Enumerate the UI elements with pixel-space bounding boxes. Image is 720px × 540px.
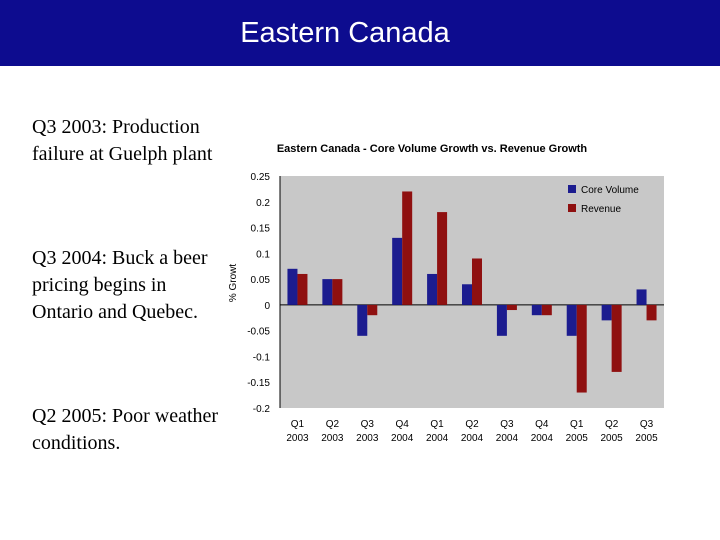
legend: Core Volume Revenue: [568, 185, 639, 215]
note-q3-2003: Q3 2003: Production failure at Guelph pl…: [32, 116, 213, 165]
core-volume-bar: [357, 304, 368, 336]
x-tick-year: 2004: [391, 433, 414, 444]
x-tick-quarter: Q1: [570, 419, 584, 430]
x-tick-quarter: Q4: [396, 419, 410, 430]
x-tick-quarter: Q3: [640, 419, 654, 430]
core-volume-bar: [601, 304, 612, 321]
revenue-bar: [646, 304, 657, 321]
y-tick-label: 0.1: [256, 249, 270, 260]
chart-title: Eastern Canada - Core Volume Growth vs. …: [277, 143, 588, 155]
core-volume-bar: [392, 237, 403, 305]
x-tick-year: 2005: [635, 433, 658, 444]
y-tick-label: -0.2: [253, 404, 271, 415]
y-tick-label: -0.05: [247, 327, 270, 338]
revenue-bar: [611, 304, 622, 372]
x-tick-quarter: Q2: [605, 419, 619, 430]
note-q3-2004: Q3 2004: Buck a beer pricing begins in O…: [32, 247, 208, 323]
y-tick-label: -0.1: [253, 352, 271, 363]
revenue-bar: [367, 304, 378, 316]
revenue-bar: [297, 273, 308, 305]
revenue-bar: [402, 191, 413, 305]
y-tick-label: 0: [264, 301, 270, 312]
legend-swatch-core-volume: [568, 185, 576, 193]
y-tick-label: 0.05: [251, 275, 271, 286]
core-volume-bar: [636, 289, 647, 305]
revenue-bar: [472, 258, 482, 305]
title-bar: Eastern Canada: [0, 0, 720, 66]
revenue-bar: [506, 304, 517, 311]
y-tick-label: -0.15: [247, 378, 270, 389]
note-q2-2005: Q2 2005: Poor weather conditions.: [32, 405, 219, 454]
x-tick-year: 2005: [566, 433, 589, 444]
x-tick-quarter: Q3: [361, 419, 375, 430]
x-tick-year: 2005: [601, 433, 624, 444]
legend-swatch-revenue: [568, 204, 576, 212]
core-volume-bar: [496, 304, 507, 336]
core-volume-bar: [287, 268, 298, 305]
x-tick-year: 2004: [496, 433, 519, 444]
slide-title: Eastern Canada: [240, 16, 450, 49]
core-volume-bar: [322, 279, 333, 305]
growth-chart: Eastern Canada - Core Volume Growth vs. …: [228, 143, 664, 444]
x-tick-quarter: Q1: [291, 419, 305, 430]
x-tick-year: 2003: [286, 433, 309, 444]
core-volume-bar: [427, 273, 438, 305]
legend-label-revenue: Revenue: [581, 204, 621, 215]
y-tick-label: 0.15: [251, 224, 271, 235]
core-volume-bar: [462, 284, 472, 305]
revenue-bar: [576, 304, 587, 393]
x-tick-quarter: Q1: [430, 419, 444, 430]
revenue-bar: [332, 279, 343, 305]
core-volume-bar: [531, 304, 542, 316]
y-tick-label: 0.2: [256, 198, 270, 209]
y-tick-label: 0.25: [251, 172, 271, 183]
x-tick-year: 2004: [426, 433, 449, 444]
revenue-bar: [437, 212, 448, 305]
x-tick-year: 2004: [461, 433, 484, 444]
legend-label-core-volume: Core Volume: [581, 185, 639, 196]
x-tick-quarter: Q4: [535, 419, 549, 430]
core-volume-bar: [566, 304, 577, 336]
x-tick-quarter: Q2: [326, 419, 340, 430]
x-tick-quarter: Q3: [500, 419, 514, 430]
x-tick-year: 2004: [531, 433, 554, 444]
x-tick-year: 2003: [356, 433, 379, 444]
x-tick-quarter: Q2: [465, 419, 479, 430]
y-axis-label: % Growt: [228, 264, 239, 303]
x-tick-year: 2003: [321, 433, 344, 444]
revenue-bar: [541, 304, 552, 316]
